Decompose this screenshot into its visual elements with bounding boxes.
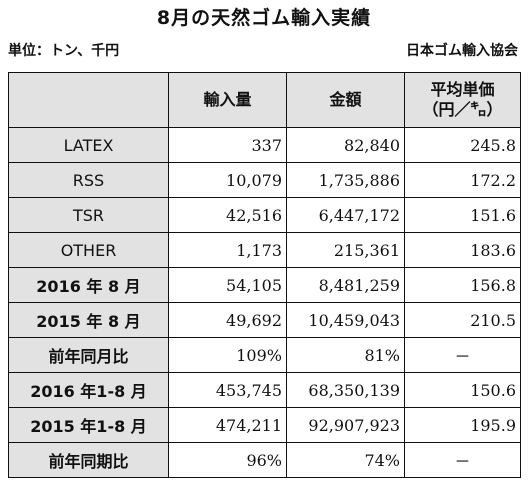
- table-row: 2015 年 8 月 49,692 10,459,043 210.5: [8, 302, 521, 338]
- header-amount: 金額: [286, 72, 405, 128]
- row-label: 前年同期比: [8, 442, 169, 478]
- table-row: TSR 42,516 6,447,172 151.6: [8, 197, 521, 233]
- import-table: 輸入量 金額 平均単価 （円／㌔） LATEX 337 82,840 245.8…: [8, 72, 521, 478]
- row-label: OTHER: [8, 232, 169, 268]
- volume-cell: 337: [168, 127, 287, 163]
- price-cell: 172.2: [404, 162, 521, 198]
- amount-cell: 82,840: [286, 127, 405, 163]
- header-price: 平均単価 （円／㌔）: [404, 72, 521, 128]
- table-row: 2016 年 8 月 54,105 8,481,259 156.8: [8, 267, 521, 303]
- table-row: OTHER 1,173 215,361 183.6: [8, 232, 521, 268]
- amount-cell: 6,447,172: [286, 197, 405, 233]
- price-cell: 245.8: [404, 127, 521, 163]
- price-cell: 183.6: [404, 232, 521, 268]
- price-cell: 151.6: [404, 197, 521, 233]
- page-title: 8月の天然ゴム輸入実績: [156, 7, 372, 29]
- table-row: 2016 年1-8 月 453,745 68,350,139 150.6: [8, 372, 521, 408]
- row-label: 2016 年1-8 月: [8, 372, 169, 408]
- header-corner-cell: [8, 72, 169, 128]
- row-label: 2016 年 8 月: [8, 267, 169, 303]
- price-cell: 156.8: [404, 267, 521, 303]
- header-row: 輸入量 金額 平均単価 （円／㌔）: [8, 72, 521, 128]
- row-label: RSS: [8, 162, 169, 198]
- header-price-line1: 平均単価: [430, 80, 495, 99]
- volume-cell: 49,692: [168, 302, 287, 338]
- price-cell: 150.6: [404, 372, 521, 408]
- row-label: 2015 年 8 月: [8, 302, 169, 338]
- unit-label: 単位：トン、千円: [8, 43, 120, 59]
- amount-cell: 10,459,043: [286, 302, 405, 338]
- source-label: 日本ゴム輸入協会: [406, 43, 518, 59]
- volume-cell: 54,105: [168, 267, 287, 303]
- volume-cell: 10,079: [168, 162, 287, 198]
- amount-cell: 1,735,886: [286, 162, 405, 198]
- price-cell: －: [404, 337, 521, 373]
- header-volume: 輸入量: [168, 72, 287, 128]
- volume-cell: 474,211: [168, 407, 287, 443]
- table-row: LATEX 337 82,840 245.8: [8, 127, 521, 163]
- volume-cell: 42,516: [168, 197, 287, 233]
- amount-cell: 215,361: [286, 232, 405, 268]
- table-row: 2015 年1-8 月 474,211 92,907,923 195.9: [8, 407, 521, 443]
- row-label: TSR: [8, 197, 169, 233]
- row-label: 2015 年1-8 月: [8, 407, 169, 443]
- table-row: 前年同期比 96% 74% －: [8, 442, 521, 478]
- amount-cell: 92,907,923: [286, 407, 405, 443]
- price-cell: －: [404, 442, 521, 478]
- amount-cell: 8,481,259: [286, 267, 405, 303]
- table-row: 前年同月比 109% 81% －: [8, 337, 521, 373]
- table-row: RSS 10,079 1,735,886 172.2: [8, 162, 521, 198]
- volume-cell: 1,173: [168, 232, 287, 268]
- row-label: 前年同月比: [8, 337, 169, 373]
- amount-cell: 74%: [286, 442, 405, 478]
- volume-cell: 453,745: [168, 372, 287, 408]
- row-label: LATEX: [8, 127, 169, 163]
- price-cell: 210.5: [404, 302, 521, 338]
- volume-cell: 109%: [168, 337, 287, 373]
- amount-cell: 68,350,139: [286, 372, 405, 408]
- header-price-line2: （円／㌔）: [422, 100, 503, 119]
- amount-cell: 81%: [286, 337, 405, 373]
- volume-cell: 96%: [168, 442, 287, 478]
- price-cell: 195.9: [404, 407, 521, 443]
